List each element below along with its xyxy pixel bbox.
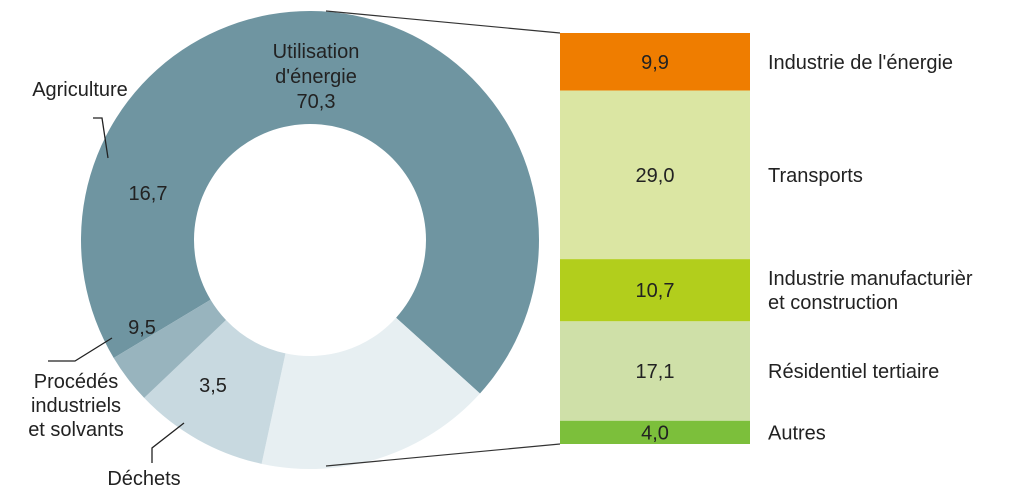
- leader-line-1: [93, 117, 109, 159]
- connector-top: [325, 10, 561, 34]
- leader-line-2: [48, 337, 113, 362]
- donut-slice-3: [113, 299, 226, 398]
- stack-segment-3: [560, 321, 750, 421]
- stack-segment-4: [560, 420, 750, 444]
- stack-value-0: 9,9: [641, 52, 669, 74]
- donut-value-2: 9,5: [128, 317, 156, 339]
- donut-slice-0: [80, 11, 539, 394]
- stack-segment-0: [560, 33, 750, 91]
- stack-label-1: Transports: [768, 165, 863, 187]
- donut-value-1: 16,7: [129, 183, 168, 205]
- donut-chart: Utilisation d'énergie 70,3 16,7 9,5 3,5 Agricu…: [28, 11, 539, 490]
- donut-label-3: Déchets: [107, 468, 180, 490]
- stack-value-4: 4,0: [641, 422, 669, 444]
- stack-value-1: 29,0: [636, 165, 675, 187]
- stack-segment-1: [560, 90, 750, 260]
- leader-line-3: [151, 422, 185, 463]
- donut-label-0: Utilisation d'énergie: [273, 41, 360, 88]
- stack-value-2: 10,7: [636, 280, 675, 302]
- stack-label-0: Industrie de l'énergie: [768, 52, 953, 74]
- stack-segment-2: [560, 259, 750, 322]
- connector-bottom: [325, 443, 561, 467]
- donut-slice-2: [144, 319, 286, 464]
- stack-value-3: 17,1: [636, 361, 675, 383]
- breakdown-connectors: [325, 10, 561, 467]
- donut-slice-1: [261, 317, 480, 469]
- stack-label-4: Autres: [768, 422, 826, 444]
- stack-label-2: Industrie manufacturièr et construction: [768, 268, 973, 314]
- donut-label-2: Procédés industriels et solvants: [28, 371, 124, 441]
- stack-label-3: Résidentiel tertiaire: [768, 361, 939, 383]
- donut-value-3: 3,5: [199, 375, 227, 397]
- stacked-bar-chart: 9,9 Industrie de l'énergie 29,0 Transports 1…: [560, 33, 973, 444]
- donut-label-1: Agriculture: [32, 79, 128, 101]
- donut-value-0: 70,3: [297, 91, 336, 113]
